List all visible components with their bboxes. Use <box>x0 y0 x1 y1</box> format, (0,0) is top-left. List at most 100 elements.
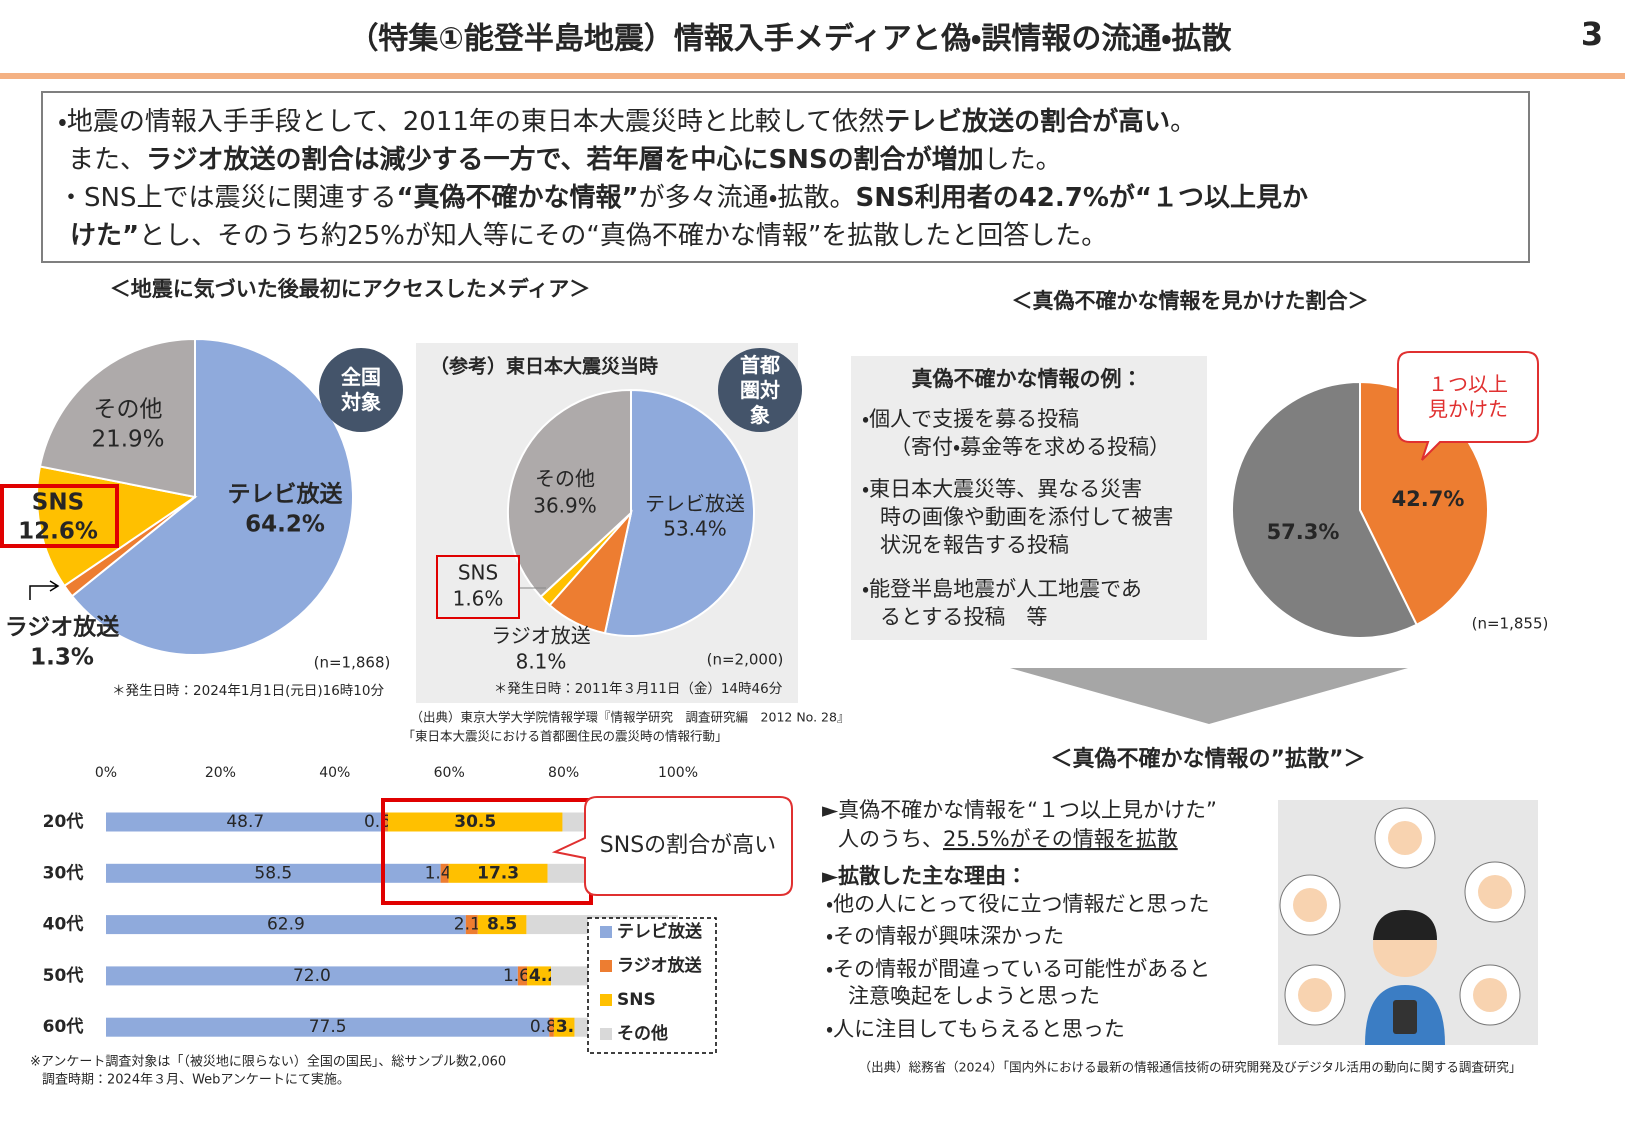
legend-label: ラジオ放送 <box>617 955 702 976</box>
data-label: 62.9 <box>267 915 305 935</box>
callout-label: １つ以上見かけた <box>1428 372 1508 421</box>
example-line: 状況を報告する投稿 <box>880 533 1069 557</box>
text-run: ラジオ放送の割合は減少する一方で、若年層を中心にSNSの割合が増加 <box>146 144 984 175</box>
x-tick-label: 0% <box>95 765 117 781</box>
data-label: 1.3% <box>30 645 94 671</box>
callout-label-text: １つ以上見かけた <box>1428 372 1508 421</box>
down-arrow <box>1010 668 1408 724</box>
bar-segment <box>106 1017 550 1037</box>
pie-slice <box>38 337 196 499</box>
badge-label: 首都圏対象 <box>740 354 780 426</box>
badge <box>718 348 802 432</box>
data-label: 36.9% <box>533 494 597 518</box>
slice-label: テレビ放送 <box>645 492 745 516</box>
slice-label: ラジオ放送 <box>491 624 591 648</box>
data-label: 58.5 <box>254 863 292 883</box>
face <box>1478 875 1512 909</box>
legend-swatch <box>600 926 612 938</box>
diffusion-line: 注意喚起をしようと思った <box>848 984 1100 1008</box>
text-run: ・人に注目してもらえると思った <box>826 1017 1125 1041</box>
text-run: ►拡散した主な理由： <box>822 864 1027 888</box>
data-label: 12.6% <box>18 519 98 545</box>
chart-title: ＜真偽不確かな情報を見かけた割合＞ <box>1012 289 1369 313</box>
panel-title: （参考）東日本大震災当時 <box>430 355 658 378</box>
diffusion-line: ►拡散した主な理由： <box>822 864 1027 888</box>
badge-label: 全国対象 <box>341 365 381 414</box>
category-label: 40代 <box>43 914 84 935</box>
text-run: 25.5%がその情報を拡散 <box>943 827 1178 851</box>
bar-segment <box>517 966 527 986</box>
bar-segment <box>106 812 385 832</box>
bar-segment <box>549 1017 554 1037</box>
summary-line: けた”とし、そのうち約25%が知人等にその“真偽不確かな情報”を拡散したと回答し… <box>70 221 1107 251</box>
summary-line: また、ラジオ放送の割合は減少する一方で、若年層を中心にSNSの割合が増加した。 <box>68 144 1062 175</box>
text-run: ・その情報が間違っている可能性があると <box>826 957 1210 981</box>
diffusion-line: ・その情報が間違っている可能性があると <box>826 957 1210 981</box>
badge-label-text: 全国対象 <box>341 365 381 414</box>
footnote: ※アンケート調査対象は「（被災地に限らない）全国の国民」、総サンプル数2,060 <box>30 1055 506 1070</box>
legend-swatch <box>600 994 612 1006</box>
data-label: 1.6 <box>503 966 530 986</box>
slice-label: SNS <box>458 561 498 585</box>
data-label: 8.5 <box>487 915 517 935</box>
text-run: とし、そのうち約25%が知人等にその“真偽不確かな情報”を拡散したと回答した。 <box>139 221 1107 251</box>
category-label: 50代 <box>43 965 84 986</box>
bar-segment <box>526 966 552 986</box>
page-number: 3 <box>1581 15 1603 53</box>
legend-label: その他 <box>617 1023 668 1044</box>
summary-line: ・SNS上では震災に関連する“真偽不確かな情報”が多々流通・拡散。SNS利用者の… <box>58 182 1308 213</box>
example-line: ・東日本大震災等、異なる災害 <box>862 477 1142 501</box>
slice-label: テレビ放送 <box>228 481 343 508</box>
pie-slice <box>70 337 354 656</box>
data-label: 64.2% <box>245 512 325 538</box>
slice-label: その他 <box>535 467 595 491</box>
footnote: ＊発生日時：2011年３月11日（金）14時46分 <box>494 681 783 697</box>
footnote: 調査時期：2024年３月、Webアンケートにて実施。 <box>42 1072 350 1088</box>
diffusion-line: ・他の人にとって役に立つ情報だと思った <box>826 892 1209 916</box>
source-note: （出典）東京大学大学院情報学環『情報学研究 調査研究編 2012 No. 28』 <box>411 710 850 725</box>
text-run: 。 <box>1170 107 1196 137</box>
text-run: SNS利用者の42.7%が“１つ以上見か <box>856 182 1309 213</box>
face <box>1298 978 1332 1012</box>
legend-swatch <box>600 1028 612 1040</box>
bar-segment <box>106 863 441 883</box>
sample-size: (n=1,868) <box>314 654 391 672</box>
data-label: 57.3% <box>1267 520 1340 544</box>
annotation: SNSの割合が高い <box>600 833 776 858</box>
bar-segment <box>477 915 527 935</box>
example-line: ・能登半島地震が人工地震であ <box>862 577 1142 601</box>
data-label: 53.4% <box>663 517 727 541</box>
diffusion-line: 人のうち、25.5%がその情報を拡散 <box>838 827 1178 851</box>
pie-slice <box>1231 380 1419 639</box>
data-label: 77.5 <box>309 1017 347 1037</box>
diffusion-line: ►真偽不確かな情報を“１つ以上見かけた” <box>822 798 1217 822</box>
pie-slice <box>507 388 632 599</box>
bar-segment <box>553 1017 575 1037</box>
data-label: 0.8 <box>530 1017 557 1037</box>
text-run: した。 <box>984 145 1062 175</box>
data-label: 48.7 <box>226 812 264 832</box>
slice-label: SNS <box>32 490 84 516</box>
data-label: 17.3 <box>477 863 519 883</box>
text-run: テレビ放送の割合が高い <box>884 106 1170 137</box>
example-line: （寄付・募金等を求める投稿） <box>890 435 1170 459</box>
bar-segment <box>440 863 449 883</box>
text-run: 人のうち、 <box>838 827 943 851</box>
face <box>1473 978 1507 1012</box>
category-label: 20代 <box>43 811 84 832</box>
data-label: 1.4 <box>425 863 452 883</box>
x-tick-label: 40% <box>319 765 350 781</box>
sample-size: (n=2,000) <box>707 651 784 669</box>
page-title: （特集①能登半島地震）情報入手メディアと偽・誤情報の流通・拡散 <box>348 22 1231 57</box>
phone <box>1393 1000 1417 1034</box>
data-label: 72.0 <box>293 966 331 986</box>
category-label: 30代 <box>43 862 84 883</box>
header-rule <box>0 73 1625 79</box>
bar-segment <box>465 915 478 935</box>
text-run: “真偽不確かな情報” <box>396 183 638 213</box>
text-run: ・地震の情報入手手段として、2011年の東日本大震災時と比較して依然 <box>58 107 884 137</box>
x-tick-label: 100% <box>658 765 698 781</box>
bar-segment <box>106 915 466 935</box>
